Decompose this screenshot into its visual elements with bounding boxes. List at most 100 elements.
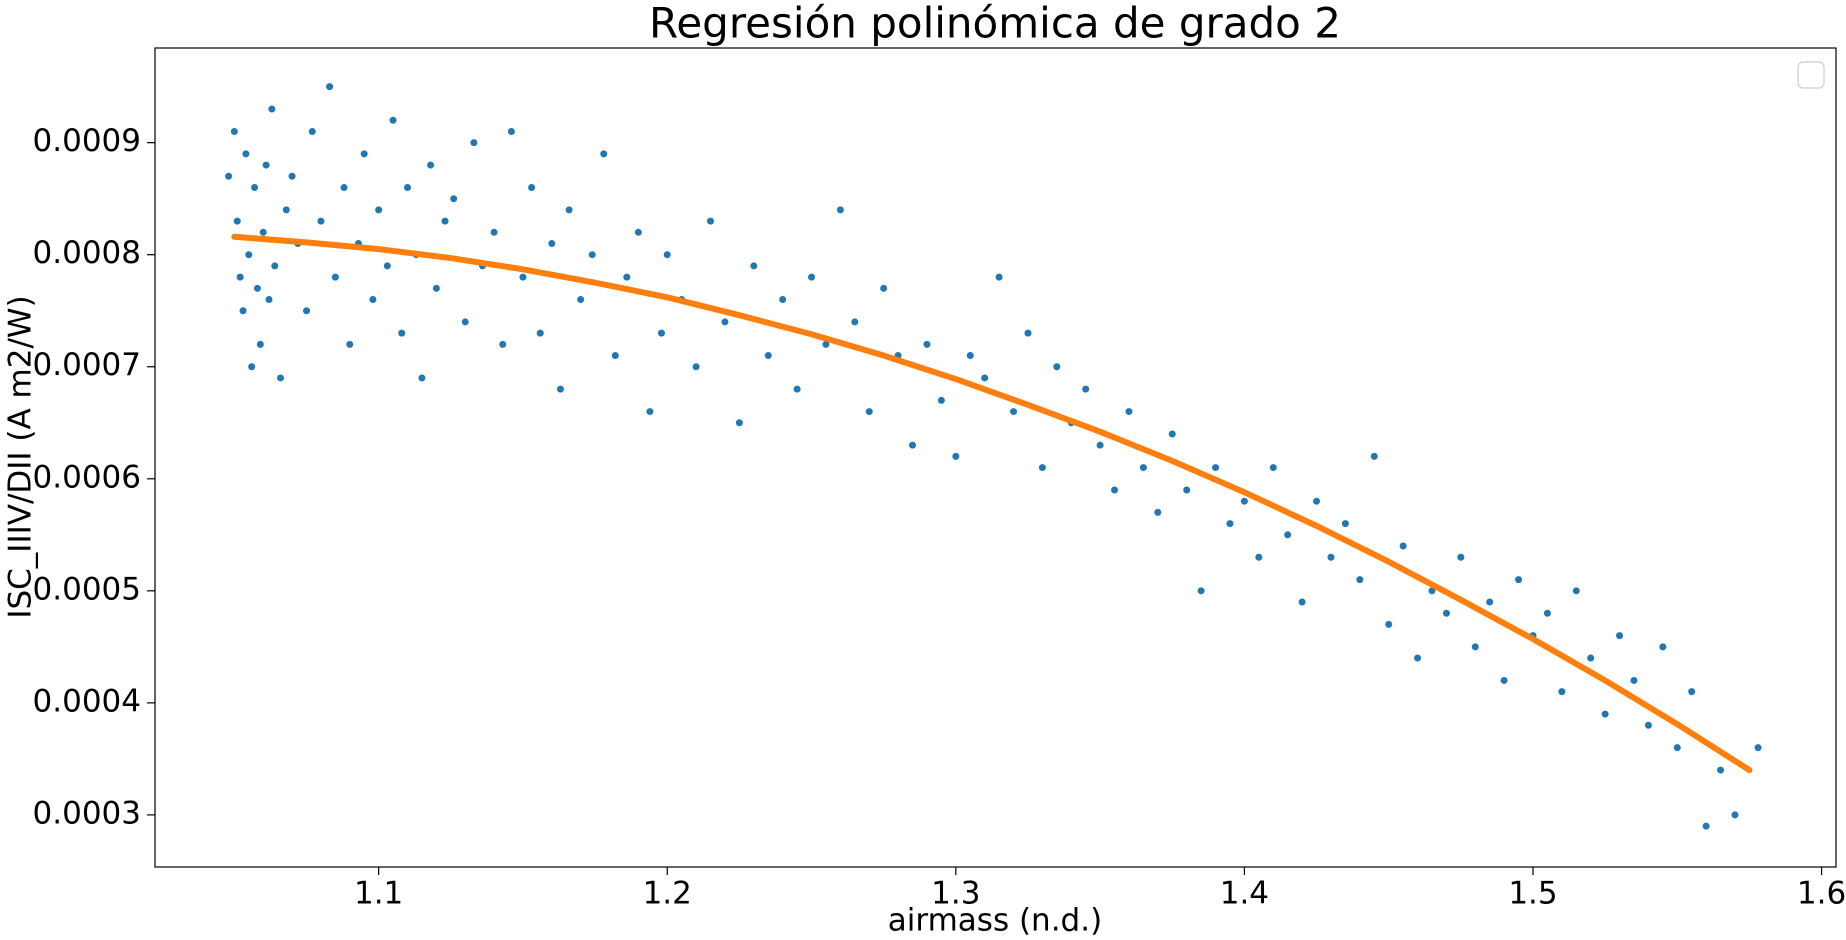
- scatter-point: [1442, 609, 1450, 617]
- scatter-point: [707, 217, 715, 225]
- scatter-point: [611, 352, 619, 360]
- scatter-point: [851, 318, 859, 326]
- scatter-point: [750, 262, 758, 270]
- scatter-point: [1399, 542, 1407, 550]
- scatter-point: [764, 352, 772, 360]
- scatter-point: [952, 452, 960, 460]
- scatter-point: [1428, 587, 1436, 595]
- scatter-point: [909, 441, 917, 449]
- scatter-point: [1370, 452, 1378, 460]
- x-tick-label: 1.4: [1220, 876, 1269, 912]
- scatter-point: [865, 408, 873, 416]
- scatter-point: [1298, 598, 1306, 606]
- scatter-point: [239, 307, 247, 315]
- scatter-point: [519, 273, 527, 281]
- scatter-point: [1356, 576, 1364, 584]
- scatter-point: [646, 408, 654, 416]
- x-tick-label: 1.2: [643, 876, 692, 912]
- scatter-point: [1457, 553, 1465, 561]
- scatter-point: [277, 374, 285, 382]
- scatter-point: [1659, 643, 1667, 651]
- scatter-point: [1731, 811, 1739, 819]
- scatter-point: [1255, 553, 1263, 561]
- scatter-point: [779, 296, 787, 304]
- scatter-point: [1717, 766, 1725, 774]
- x-tick-label: 1.1: [354, 876, 403, 912]
- scatter-point: [1154, 508, 1162, 516]
- scatter-point: [360, 150, 368, 158]
- scatter-point: [735, 419, 743, 427]
- scatter-point: [1673, 744, 1681, 752]
- scatter-point: [230, 127, 238, 135]
- scatter-point: [1414, 654, 1422, 662]
- scatter-point: [600, 150, 608, 158]
- scatter-point: [995, 273, 1003, 281]
- scatter-point: [548, 240, 556, 248]
- scatter-point: [308, 127, 316, 135]
- scatter-point: [268, 105, 276, 113]
- scatter-point: [288, 172, 296, 180]
- scatter-point: [259, 228, 267, 236]
- scatter-point: [1053, 363, 1061, 371]
- scatter-point: [1616, 632, 1624, 640]
- scatter-point: [1082, 385, 1090, 393]
- scatter-point: [432, 284, 440, 292]
- scatter-point: [1284, 531, 1292, 539]
- scatter-point: [588, 251, 596, 259]
- fit-line: [231, 233, 1753, 774]
- scatter-point: [1587, 654, 1595, 662]
- scatter-point: [880, 284, 888, 292]
- scatter-point: [822, 340, 830, 348]
- plot-frame: [154, 47, 1837, 868]
- x-tick-label: 1.6: [1797, 876, 1846, 912]
- scatter-point: [398, 329, 406, 337]
- scatter-point: [1572, 587, 1580, 595]
- scatter-point: [793, 385, 801, 393]
- x-axis-label: airmass (n.d.): [888, 903, 1102, 939]
- scatter-point: [282, 206, 290, 214]
- scatter-point: [1168, 430, 1176, 438]
- scatter-point: [236, 273, 244, 281]
- scatter-point: [565, 206, 573, 214]
- scatter-point: [721, 318, 729, 326]
- scatter-point: [1486, 598, 1494, 606]
- scatter-point: [303, 307, 311, 315]
- scatter-point: [1024, 329, 1032, 337]
- scatter-point: [981, 374, 989, 382]
- scatter-point: [663, 251, 671, 259]
- y-tick-label: 0.0004: [33, 683, 141, 719]
- scatter-point: [317, 217, 325, 225]
- scatter-point: [556, 385, 564, 393]
- scatter-point: [375, 206, 383, 214]
- scatter-point: [1558, 688, 1566, 696]
- scatter-point: [1313, 497, 1321, 505]
- scatter-point: [1240, 497, 1248, 505]
- scatter-point: [499, 340, 507, 348]
- scatter-point: [623, 273, 631, 281]
- scatter-point: [507, 127, 515, 135]
- scatter-point: [441, 217, 449, 225]
- scatter-point: [242, 150, 250, 158]
- scatter-point: [265, 296, 273, 304]
- scatter-point: [1543, 609, 1551, 617]
- chart-title: Regresión polinómica de grado 2: [649, 0, 1341, 48]
- scatter-point: [346, 340, 354, 348]
- scatter-point: [1385, 620, 1393, 628]
- scatter-point: [253, 284, 261, 292]
- scatter-point: [470, 139, 478, 147]
- scatter-point: [1644, 721, 1652, 729]
- scatter-point: [461, 318, 469, 326]
- scatter-point: [1111, 486, 1119, 494]
- scatter-point: [1096, 441, 1104, 449]
- scatter-point: [427, 161, 435, 169]
- scatter-point: [251, 183, 259, 191]
- scatter-point: [1212, 464, 1220, 472]
- scatter-point: [836, 206, 844, 214]
- scatter-point: [1630, 676, 1638, 684]
- y-tick-label: 0.0009: [33, 123, 141, 159]
- scatter-point: [966, 352, 974, 360]
- scatter-point: [233, 217, 241, 225]
- x-tick-label: 1.5: [1508, 876, 1557, 912]
- scatter-point: [248, 363, 256, 371]
